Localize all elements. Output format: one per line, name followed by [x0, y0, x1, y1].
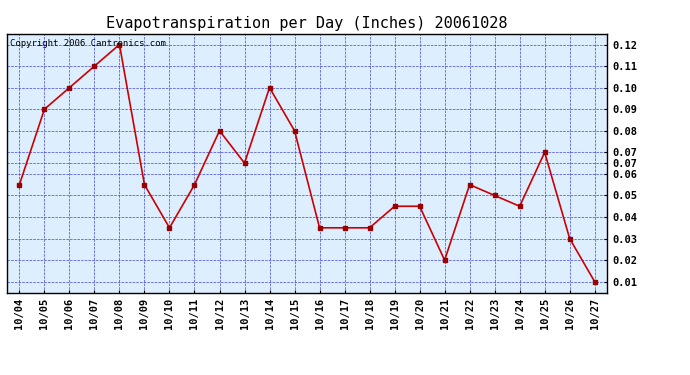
- Title: Evapotranspiration per Day (Inches) 20061028: Evapotranspiration per Day (Inches) 2006…: [106, 16, 508, 31]
- Text: Copyright 2006 Cantronics.com: Copyright 2006 Cantronics.com: [10, 39, 166, 48]
